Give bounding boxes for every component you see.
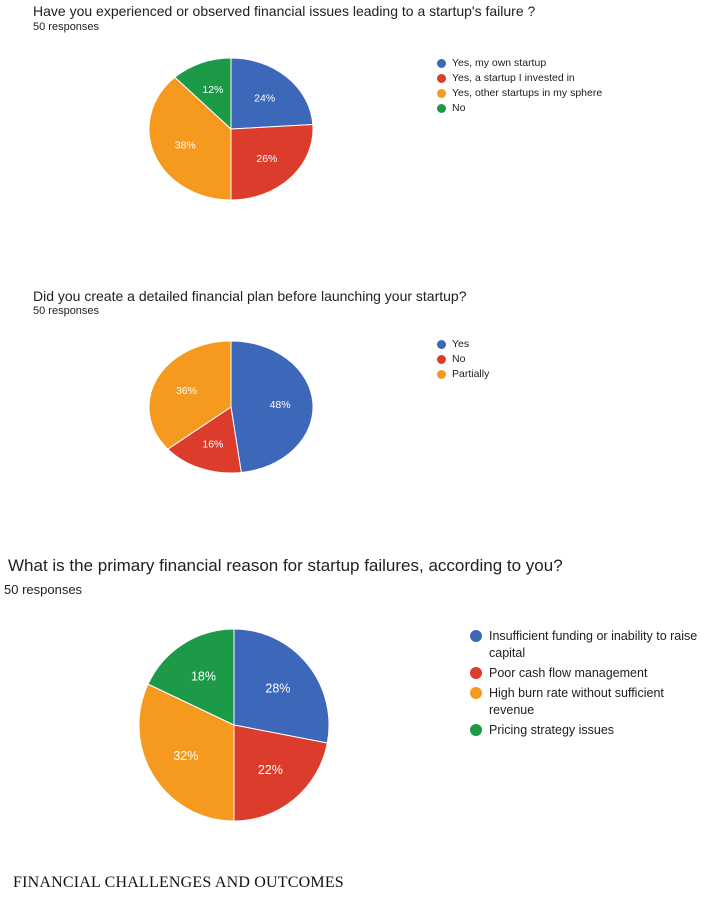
- legend-label: No: [452, 353, 466, 365]
- legend-swatch: [470, 687, 482, 699]
- legend-label: Yes: [452, 338, 470, 350]
- legend-swatch: [470, 630, 482, 642]
- slice-value-label: 48%: [270, 399, 291, 411]
- legend-item: Yes: [437, 337, 489, 352]
- chart-financial-issues: Have you experienced or observed financi…: [0, 0, 713, 260]
- pie-slice: [233, 628, 330, 744]
- legend: Yes No Partially: [437, 337, 489, 382]
- legend-swatch: [437, 59, 446, 68]
- legend-item: Poor cash flow management: [470, 665, 710, 682]
- pie-slice: [230, 57, 314, 130]
- legend-item: High burn rate without sufficient revenu…: [470, 685, 710, 719]
- legend-item: Pricing strategy issues: [470, 722, 710, 739]
- legend-item: Partially: [437, 367, 489, 382]
- legend-label: No: [452, 102, 466, 114]
- legend-item: Yes, my own startup: [437, 56, 602, 71]
- legend-swatch: [437, 74, 446, 83]
- pie-slice: [138, 683, 235, 822]
- legend-item: Yes, other startups in my sphere: [437, 86, 602, 101]
- legend-label: Insufficient funding or inability to rai…: [489, 629, 698, 660]
- section-footer-title: FINANCIAL CHALLENGES AND OUTCOMES: [13, 874, 344, 891]
- legend: Insufficient funding or inability to rai…: [470, 628, 710, 742]
- legend: Yes, my own startup Yes, a startup I inve…: [437, 56, 602, 116]
- response-count: 50 responses: [33, 21, 100, 33]
- pie-slice: [230, 124, 314, 201]
- legend-swatch: [437, 89, 446, 98]
- legend-swatch: [437, 340, 446, 349]
- legend-swatch: [470, 724, 482, 736]
- legend-item: No: [437, 352, 489, 367]
- slice-value-label: 26%: [256, 153, 277, 165]
- slice-value-label: 32%: [173, 749, 198, 763]
- legend-swatch: [437, 355, 446, 364]
- legend-label: Yes, a startup I invested in: [452, 72, 575, 84]
- pie-slice: [147, 628, 235, 726]
- slice-value-label: 28%: [265, 682, 290, 696]
- legend-label: Pricing strategy issues: [489, 723, 615, 737]
- slice-value-label: 16%: [202, 438, 223, 450]
- chart-financial-plan: Did you create a detailed financial plan…: [0, 260, 713, 530]
- legend-label: Yes, my own startup: [452, 57, 547, 69]
- pie-slice: [230, 340, 314, 474]
- chart-title: Did you create a detailed financial plan…: [33, 288, 467, 304]
- legend-item: No: [437, 101, 602, 116]
- pie-slice: [148, 76, 232, 201]
- response-count: 50 responses: [4, 582, 83, 597]
- chart-primary-reason: What is the primary financial reason for…: [0, 540, 713, 860]
- slice-value-label: 12%: [202, 84, 223, 96]
- slice-value-label: 22%: [258, 763, 283, 777]
- pie-slice: [148, 340, 232, 450]
- legend-swatch: [437, 370, 446, 379]
- pie-chart: 24% 26% 38% 12%: [148, 57, 314, 201]
- legend-item: Insufficient funding or inability to rai…: [470, 628, 710, 662]
- slice-value-label: 36%: [176, 385, 197, 397]
- slice-value-label: 18%: [191, 670, 216, 684]
- slice-value-label: 24%: [254, 93, 275, 105]
- legend-swatch: [437, 104, 446, 113]
- chart-title: What is the primary financial reason for…: [8, 556, 563, 575]
- pie-slice: [174, 57, 232, 131]
- legend-label: High burn rate without sufficient revenu…: [489, 686, 664, 717]
- legend-label: Yes, other startups in my sphere: [452, 87, 603, 99]
- legend-item: Yes, a startup I invested in: [437, 71, 602, 86]
- slice-value-label: 38%: [175, 139, 196, 151]
- legend-swatch: [470, 667, 482, 679]
- chart-title: Have you experienced or observed financi…: [33, 3, 536, 19]
- pie-chart: 48% 16% 36%: [148, 340, 314, 474]
- response-count: 50 responses: [33, 305, 100, 317]
- pie-slice: [233, 724, 328, 822]
- pie-slice: [167, 406, 242, 474]
- pie-chart: 28% 22% 32% 18%: [138, 628, 330, 822]
- legend-label: Partially: [452, 368, 490, 380]
- legend-label: Poor cash flow management: [489, 666, 648, 680]
